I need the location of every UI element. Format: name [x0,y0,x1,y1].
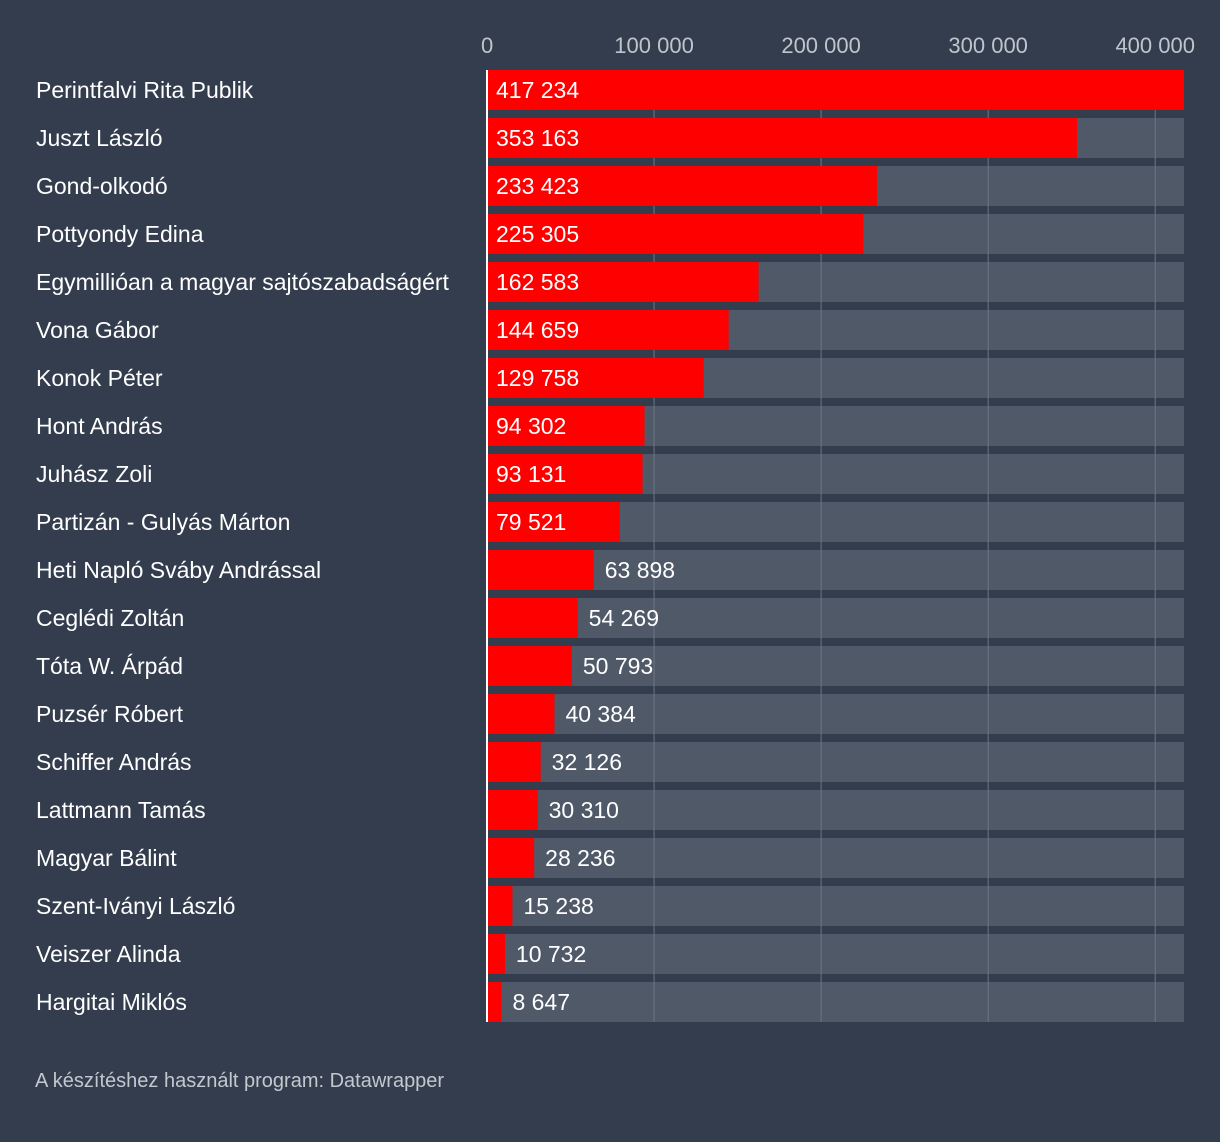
bar-track [487,790,1184,830]
bar-track [487,694,1184,734]
value-label: 94 302 [496,413,566,439]
value-label: 32 126 [552,749,622,775]
bar [487,310,729,350]
category-label: Hont András [36,413,163,439]
bar [487,454,643,494]
bar [487,790,538,830]
bar [487,550,594,590]
category-label: Magyar Bálint [36,845,177,871]
value-label: 54 269 [589,605,659,631]
category-label: Perintfalvi Rita Publik [36,77,254,103]
category-label: Schiffer András [36,749,192,775]
bar [487,646,572,686]
bar [487,406,645,446]
bar-track [487,550,1184,590]
value-label: 50 793 [583,653,653,679]
value-label: 28 236 [545,845,615,871]
value-label: 10 732 [516,941,586,967]
bar [487,886,513,926]
value-label: 417 234 [496,77,579,103]
bar [487,214,864,254]
value-label: 162 583 [496,269,579,295]
category-label: Juhász Zoli [36,461,152,487]
bar [487,70,1184,110]
value-labels: 417 234 353 163 233 423 225 305 162 583 144 6… [496,77,675,1015]
x-tick-label: 200 000 [781,33,861,58]
value-label: 15 238 [523,893,593,919]
bar-track [487,838,1184,878]
category-label: Partizán - Gulyás Márton [36,509,290,535]
category-label: Ceglédi Zoltán [36,605,184,631]
x-axis: 0 100 000 200 000 300 000 400 000 [481,33,1195,1022]
value-label: 225 305 [496,221,579,247]
bar-track [487,598,1184,638]
bar [487,118,1077,158]
category-label: Hargitai Miklós [36,989,187,1015]
bar [487,262,759,302]
bar [487,934,505,974]
category-label: Juszt László [36,125,163,151]
category-label: Lattmann Tamás [36,797,206,823]
category-label: Konok Péter [36,365,163,391]
value-label: 79 521 [496,509,566,535]
value-label: 30 310 [549,797,619,823]
bars [487,70,1184,1022]
value-label: 129 758 [496,365,579,391]
bar [487,838,535,878]
bar-track [487,982,1184,1022]
bar-track [487,886,1184,926]
bar [487,742,541,782]
category-label: Veiszer Alinda [36,941,181,967]
value-label: 8 647 [512,989,570,1015]
bar [487,982,502,1022]
x-tick-label: 100 000 [614,33,694,58]
value-label: 40 384 [565,701,636,727]
x-tick-label: 400 000 [1115,33,1195,58]
bar [487,166,877,206]
value-label: 233 423 [496,173,579,199]
x-tick-label: 0 [481,33,493,58]
x-tick-label: 300 000 [948,33,1028,58]
bar-track [487,934,1184,974]
gridlines [653,70,1156,1022]
bar [487,598,578,638]
category-labels: Perintfalvi Rita Publik Juszt László Gond-… [36,77,450,1015]
category-label: Gond-olkodó [36,173,168,199]
value-label: 144 659 [496,317,579,343]
category-label: Egymillióan a magyar sajtószabadságért [36,269,450,295]
category-label: Pottyondy Edina [36,221,204,247]
category-label: Puzsér Róbert [36,701,184,727]
bar [487,358,704,398]
category-label: Tóta W. Árpád [36,653,183,679]
bar-track [487,646,1184,686]
bar-track [487,742,1184,782]
category-label: Heti Napló Sváby Andrással [36,557,321,583]
bar [487,502,620,542]
value-label: 63 898 [605,557,675,583]
bar-tracks [487,70,1184,1022]
value-label: 93 131 [496,461,566,487]
footer-credit: A készítéshez használt program: Datawrap… [35,1070,445,1092]
value-label: 353 163 [496,125,579,151]
category-label: Vona Gábor [36,317,159,343]
bar [487,694,555,734]
category-label: Szent-Iványi László [36,893,235,919]
